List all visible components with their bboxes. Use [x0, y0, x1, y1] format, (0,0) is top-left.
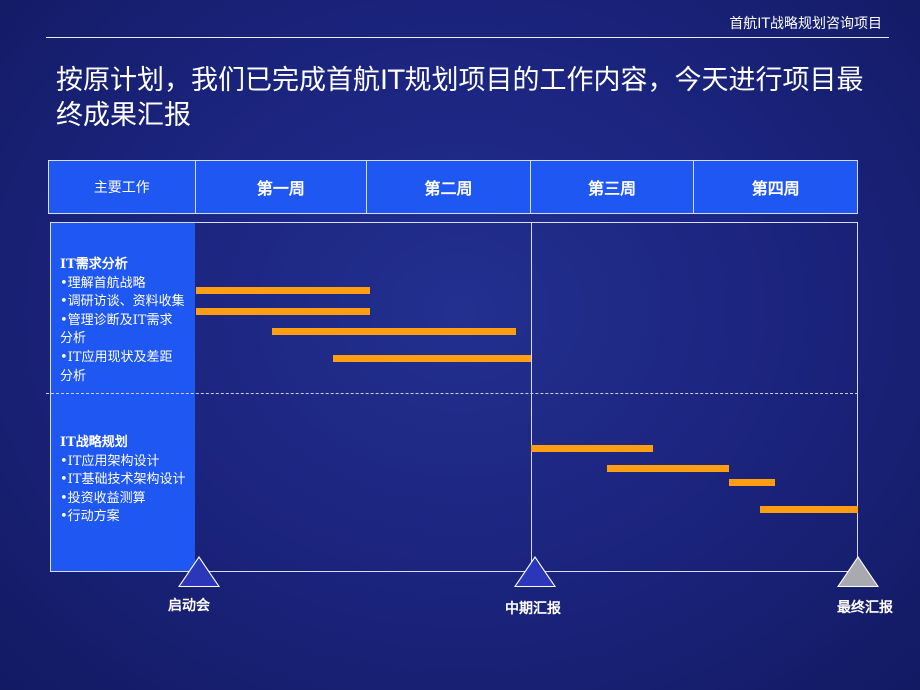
- task-group-it-needs: IT需求分析 •理解首航战略 •调研访谈、资料收集 •管理诊断及IT需求 分析 …: [60, 256, 185, 386]
- header-week-2: 第二周: [367, 161, 531, 213]
- bar-investment: [729, 479, 775, 486]
- group-title: IT战略规划: [60, 435, 128, 450]
- task-item: •IT基础技术架构设计: [60, 472, 186, 488]
- header-week-1: 第一周: [195, 161, 368, 213]
- bar-gap-analysis: [333, 355, 531, 362]
- bar-understand-strategy: [196, 287, 370, 294]
- task-item: •IT应用架构设计: [60, 453, 160, 469]
- header-week-3: 第三周: [530, 161, 695, 213]
- task-item: •管理诊断及IT需求: [60, 312, 173, 328]
- bar-interviews: [196, 308, 370, 315]
- schedule-grid: [50, 222, 858, 572]
- milestone-final-icon: [839, 558, 877, 586]
- milestone-midterm-label: 中期汇报: [505, 601, 561, 617]
- bar-management-diagnosis: [272, 328, 516, 335]
- bar-action-plan: [760, 506, 858, 513]
- task-item: 分析: [60, 368, 87, 384]
- header-main-work: 主要工作: [49, 161, 196, 213]
- task-item: •调研访谈、资料收集: [60, 294, 185, 310]
- bar-app-architecture: [531, 445, 653, 452]
- milestone-midterm-icon: [516, 558, 554, 586]
- group-title: IT需求分析: [60, 257, 128, 272]
- milestone-kickoff-label: 启动会: [168, 598, 210, 614]
- header-week-4: 第四周: [694, 161, 857, 213]
- milestone-final-label: 最终汇报: [837, 600, 893, 616]
- project-title: 首航IT战略规划咨询项目: [729, 16, 882, 32]
- task-item: •投资收益测算: [60, 490, 146, 506]
- bar-tech-architecture: [607, 465, 729, 472]
- task-column: [51, 223, 195, 571]
- schedule-header-row: 主要工作 第一周 第二周 第三周 第四周: [48, 160, 858, 214]
- midpoint-divider: [531, 222, 532, 572]
- milestone-kickoff-icon: [180, 558, 218, 586]
- task-item: •行动方案: [60, 509, 120, 525]
- task-item: •理解首航战略: [60, 275, 146, 291]
- slide-headline: 按原计划，我们已完成首航IT规划项目的工作内容，今天进行项目最终成果汇报: [56, 65, 864, 131]
- phase-divider: [46, 393, 858, 394]
- header-divider: [46, 37, 889, 38]
- task-group-it-strategy: IT战略规划 •IT应用架构设计 •IT基础技术架构设计 •投资收益测算 •行动…: [60, 434, 185, 527]
- task-item: •IT应用现状及差距: [60, 349, 173, 365]
- task-item: 分析: [60, 331, 87, 347]
